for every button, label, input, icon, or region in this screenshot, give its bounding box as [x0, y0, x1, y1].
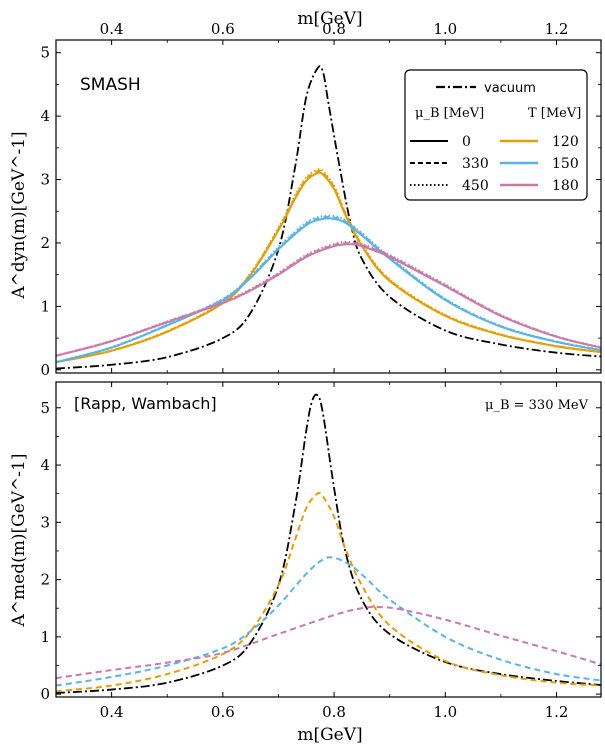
top-ytick-label-4: 4 [40, 107, 50, 125]
bottom-panel-annotation: [Rapp, Wambach] [74, 394, 217, 413]
bottom-ytick-label-1: 1 [40, 628, 50, 646]
bottom-ytick-label-2: 2 [40, 571, 50, 589]
top-xlabel: m[GeV] [297, 9, 362, 29]
top-xtick-label-0.8: 0.8 [322, 20, 346, 38]
legend-muB-header: μ_B [MeV] [415, 106, 484, 121]
panel-top: 0.4 0.6 0.8 1.0 1.2 0 1 2 3 4 5 SMASH A^dyn(m)[GeV… [9, 20, 602, 379]
legend-muB-330: 330 [462, 156, 489, 172]
top-xtick-label-1.2: 1.2 [545, 20, 569, 38]
bottom-xlabel: m[GeV] [297, 725, 362, 745]
bottom-ytick-label-3: 3 [40, 513, 50, 531]
bottom-ytick-label-0: 0 [40, 685, 50, 703]
legend: vacuum μ_B [MeV] T [MeV] 0 330 450 120 1… [404, 69, 588, 201]
bottom-ylabel: A^med(m)[GeV^-1] [9, 454, 29, 628]
bottom-axes: 0.4 0.6 0.8 1.0 1.2 0 1 2 3 4 5 [40, 381, 602, 721]
bottom-series-150 [56, 556, 601, 687]
top-xtick-label-1.0: 1.0 [433, 20, 457, 38]
bottom-series-180 [56, 605, 601, 680]
top-axes-frame [55, 39, 602, 374]
bottom-xtick-label-1.0: 1.0 [433, 703, 457, 721]
top-series-180-muB0 [56, 243, 601, 357]
top-ytick-label-3: 3 [40, 171, 50, 189]
legend-muB-450: 450 [462, 178, 489, 194]
legend-muB-0: 0 [462, 134, 471, 150]
bottom-ytick-label-4: 4 [40, 456, 50, 474]
bottom-axes-frame [55, 381, 602, 698]
top-ytick-label-2: 2 [40, 234, 50, 252]
top-series-180-muB450 [56, 240, 601, 357]
legend-T-120: 120 [552, 134, 579, 150]
top-curves [56, 65, 601, 370]
bottom-ytick-label-5: 5 [40, 399, 50, 417]
bottom-xtick-label-0.8: 0.8 [322, 703, 346, 721]
bottom-panel-muB-annotation: μ_B = 330 MeV [485, 398, 589, 413]
legend-T-150: 150 [552, 156, 579, 172]
top-ytick-label-5: 5 [40, 44, 50, 62]
top-panel-annotation: SMASH [80, 75, 141, 95]
top-series-vacuum [56, 65, 601, 370]
legend-T-180: 180 [552, 178, 579, 194]
bottom-xtick-label-0.4: 0.4 [100, 703, 124, 721]
bottom-curves [56, 393, 601, 694]
bottom-series-120 [56, 491, 601, 693]
top-ylabel: A^dyn(m)[GeV^-1] [9, 131, 29, 299]
top-xtick-label-0.6: 0.6 [211, 20, 235, 38]
top-axes: 0.4 0.6 0.8 1.0 1.2 0 1 2 3 4 5 [40, 20, 602, 379]
legend-vacuum-label: vacuum [484, 81, 536, 96]
top-ytick-label-0: 0 [40, 361, 50, 379]
bottom-xtick-label-1.2: 1.2 [545, 703, 569, 721]
top-series-150-muB450 [56, 214, 601, 364]
legend-box [404, 69, 588, 201]
top-ytick-label-1: 1 [40, 297, 50, 315]
bottom-series-vacuum [56, 393, 601, 694]
top-xtick-label-0.4: 0.4 [100, 20, 124, 38]
panel-bottom: 0.4 0.6 0.8 1.0 1.2 0 1 2 3 4 5 [Rapp, Wambach] μ_… [9, 381, 602, 721]
bottom-xtick-label-0.6: 0.6 [211, 703, 235, 721]
legend-T-header: T [MeV] [528, 106, 581, 121]
